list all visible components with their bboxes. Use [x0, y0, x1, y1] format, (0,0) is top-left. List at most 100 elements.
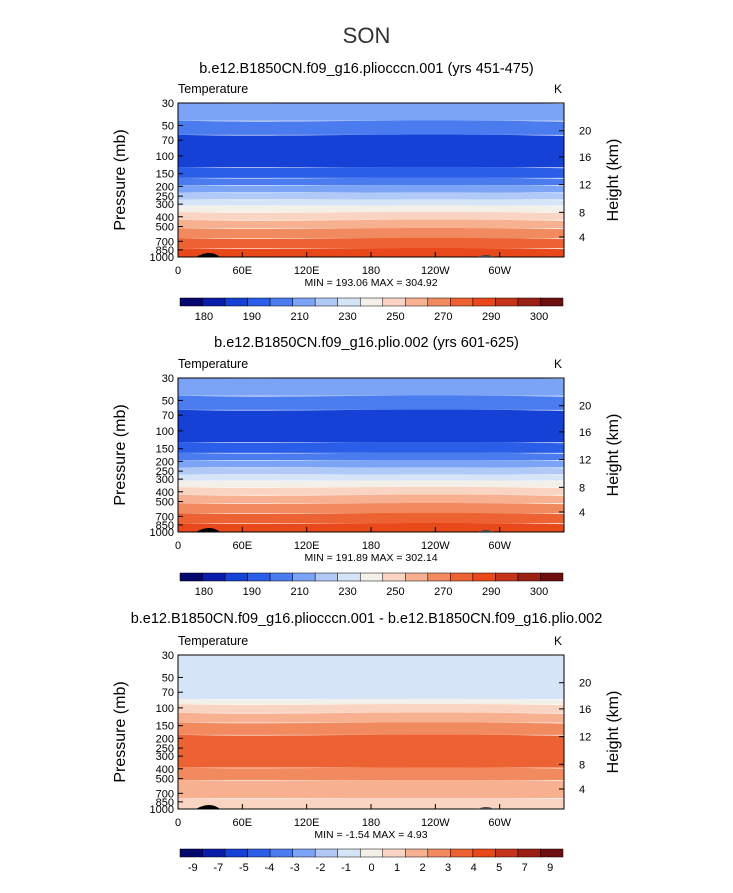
units-label: K: [554, 357, 562, 371]
topography: [196, 528, 220, 532]
colorbar-label: 0: [368, 862, 374, 874]
contour-band: [178, 102, 564, 121]
y-tick-label: 500: [156, 774, 174, 786]
colorbar-swatch: [269, 297, 293, 307]
colorbar-label: 7: [522, 862, 528, 874]
y-tick-label: 200: [156, 456, 174, 468]
y-right-tick-label: 16: [579, 427, 591, 439]
y-tick-label: 50: [162, 120, 174, 132]
y-tick-label: 1000: [150, 252, 174, 264]
colorbar-label: 270: [434, 586, 452, 598]
contour-band: [178, 211, 564, 220]
y-axis-title: Pressure (mb): [112, 404, 129, 505]
y-tick-label: 300: [156, 751, 174, 763]
y-tick-label: 150: [156, 721, 174, 733]
colorbar-swatch: [292, 572, 316, 582]
min-max-stats: MIN = -1.54 MAX = 4.93: [314, 829, 427, 841]
contour-band: [178, 503, 564, 514]
y-tick-label: 400: [156, 764, 174, 776]
y-right-tick-label: 8: [579, 759, 585, 771]
contour-band: [178, 167, 564, 178]
y-right-tick-label: 12: [579, 732, 591, 744]
topography: [478, 530, 494, 532]
colorbar-swatch: [517, 572, 541, 582]
y-tick-label: 30: [162, 650, 174, 662]
contour-band: [178, 698, 564, 705]
contour-band: [178, 486, 564, 495]
colorbar-swatch: [495, 572, 519, 582]
y-tick-label: 150: [156, 169, 174, 181]
x-tick-label: 180: [362, 817, 380, 829]
contour-band: [178, 205, 564, 213]
colorbar-swatch: [269, 572, 293, 582]
colorbar-swatch: [405, 572, 429, 582]
y-tick-label: 200: [156, 181, 174, 193]
colorbar-swatch: [247, 848, 271, 858]
colorbar-swatch: [427, 297, 451, 307]
y-tick-label: 700: [156, 788, 174, 800]
colorbar-swatch: [382, 297, 406, 307]
colorbar-swatch: [269, 848, 293, 858]
x-tick-label: 120W: [421, 817, 450, 829]
y-tick-label: 50: [162, 395, 174, 407]
colorbar-label: -5: [239, 862, 249, 874]
colorbar-label: 250: [386, 311, 404, 323]
figure-title: SON: [343, 23, 391, 48]
colorbar-swatch: [450, 572, 474, 582]
colorbar-label: 5: [496, 862, 502, 874]
contour-band: [178, 237, 564, 249]
y-right-tick-label: 12: [579, 455, 591, 467]
contour-band: [178, 494, 564, 504]
colorbar-swatch: [359, 848, 384, 858]
colorbar-swatch: [224, 848, 248, 858]
contour-band: [178, 184, 564, 193]
contour-band: [178, 467, 564, 475]
y-tick-label: 30: [162, 373, 174, 385]
colorbar-label: -3: [290, 862, 300, 874]
colorbar-swatch: [450, 848, 474, 858]
contour-band: [178, 452, 564, 461]
colorbar-swatch: [337, 572, 361, 582]
y-tick-label: 1000: [150, 527, 174, 539]
contour-band: [178, 177, 564, 186]
contour-band: [178, 797, 564, 809]
colorbar-label: 230: [338, 311, 356, 323]
colorbar-swatch: [540, 572, 564, 582]
y-tick-label: 100: [156, 426, 174, 438]
y-right-tick-label: 8: [579, 482, 585, 494]
colorbar-swatch: [472, 572, 496, 582]
colorbar-swatch: [540, 848, 564, 858]
topography: [196, 805, 220, 809]
y-right-tick-label: 8: [579, 207, 585, 219]
contour-band: [178, 712, 564, 723]
y-tick-label: 70: [162, 687, 174, 699]
colorbar-label: 210: [291, 311, 309, 323]
colorbar-label: 1: [394, 862, 400, 874]
contour-band: [178, 703, 564, 713]
contour-band: [178, 120, 564, 135]
colorbar-swatch: [427, 572, 451, 582]
panel-title: b.e12.B1850CN.f09_g16.plio.002 (yrs 601-…: [214, 335, 519, 351]
colorbar-label: 4: [471, 862, 477, 874]
colorbar-label: -7: [213, 862, 223, 874]
colorbar-label: 300: [530, 311, 548, 323]
y-tick-label: 850: [156, 245, 174, 257]
y-tick-label: 850: [156, 797, 174, 809]
x-tick-label: 60E: [233, 265, 253, 277]
colorbar-label: 180: [195, 586, 213, 598]
contour-band: [178, 767, 564, 781]
y-tick-label: 1000: [150, 804, 174, 816]
colorbar-swatch: [314, 297, 338, 307]
y-tick-label: 100: [156, 703, 174, 715]
colorbar-swatch: [472, 297, 496, 307]
colorbar-swatch: [314, 572, 338, 582]
y-right-tick-label: 20: [579, 678, 591, 690]
colorbar-swatch: [337, 297, 361, 307]
colorbar-label: 210: [291, 586, 309, 598]
units-label: K: [554, 82, 562, 96]
y-right-axis-title: Height (km): [605, 691, 622, 774]
contour-band: [178, 442, 564, 453]
colorbar-swatch: [450, 297, 474, 307]
topography: [478, 807, 494, 809]
